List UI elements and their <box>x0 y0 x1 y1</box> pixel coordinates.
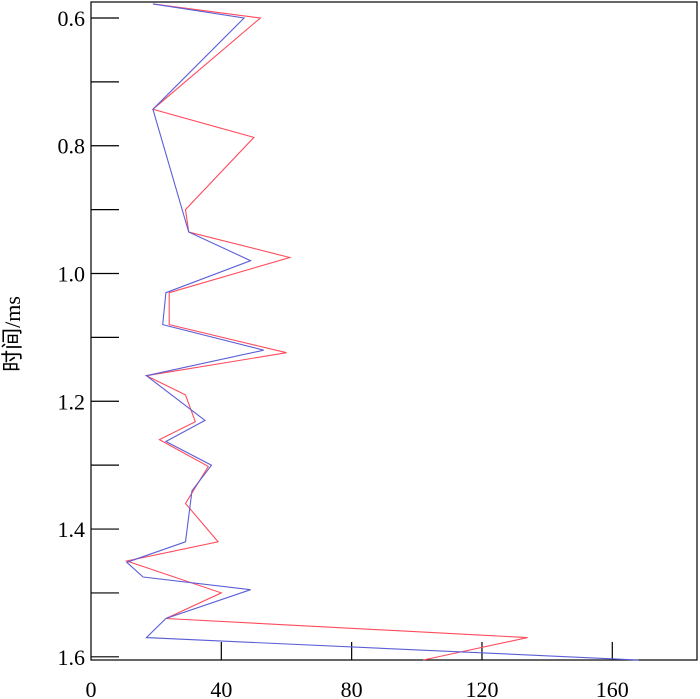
y-axis-title: 时间/ms <box>0 296 25 372</box>
x-tick-label: 0 <box>86 677 97 699</box>
series-line-blue <box>125 3 639 661</box>
x-tick-label: 160 <box>596 677 629 699</box>
y-tick-label: 0.8 <box>58 134 86 159</box>
x-tick-label: 40 <box>210 677 232 699</box>
series-line-red <box>124 3 528 661</box>
plot-frame <box>90 1 698 661</box>
x-tick-label: 80 <box>341 677 363 699</box>
plot-border <box>90 1 698 661</box>
series-layer <box>124 3 639 661</box>
y-tick-label: 1.0 <box>58 262 86 287</box>
y-tick-label: 1.6 <box>58 645 86 670</box>
y-tick-label: 1.2 <box>58 389 86 414</box>
x-tick-label: 120 <box>465 677 498 699</box>
y-tick-label: 0.6 <box>58 6 86 31</box>
x-axis-ticks: 0 40 80 120 160 <box>86 642 629 699</box>
y-axis-ticks: 0.6 0.8 1.0 1.2 1.4 1.6 <box>58 6 119 670</box>
y-tick-label: 1.4 <box>58 517 86 542</box>
